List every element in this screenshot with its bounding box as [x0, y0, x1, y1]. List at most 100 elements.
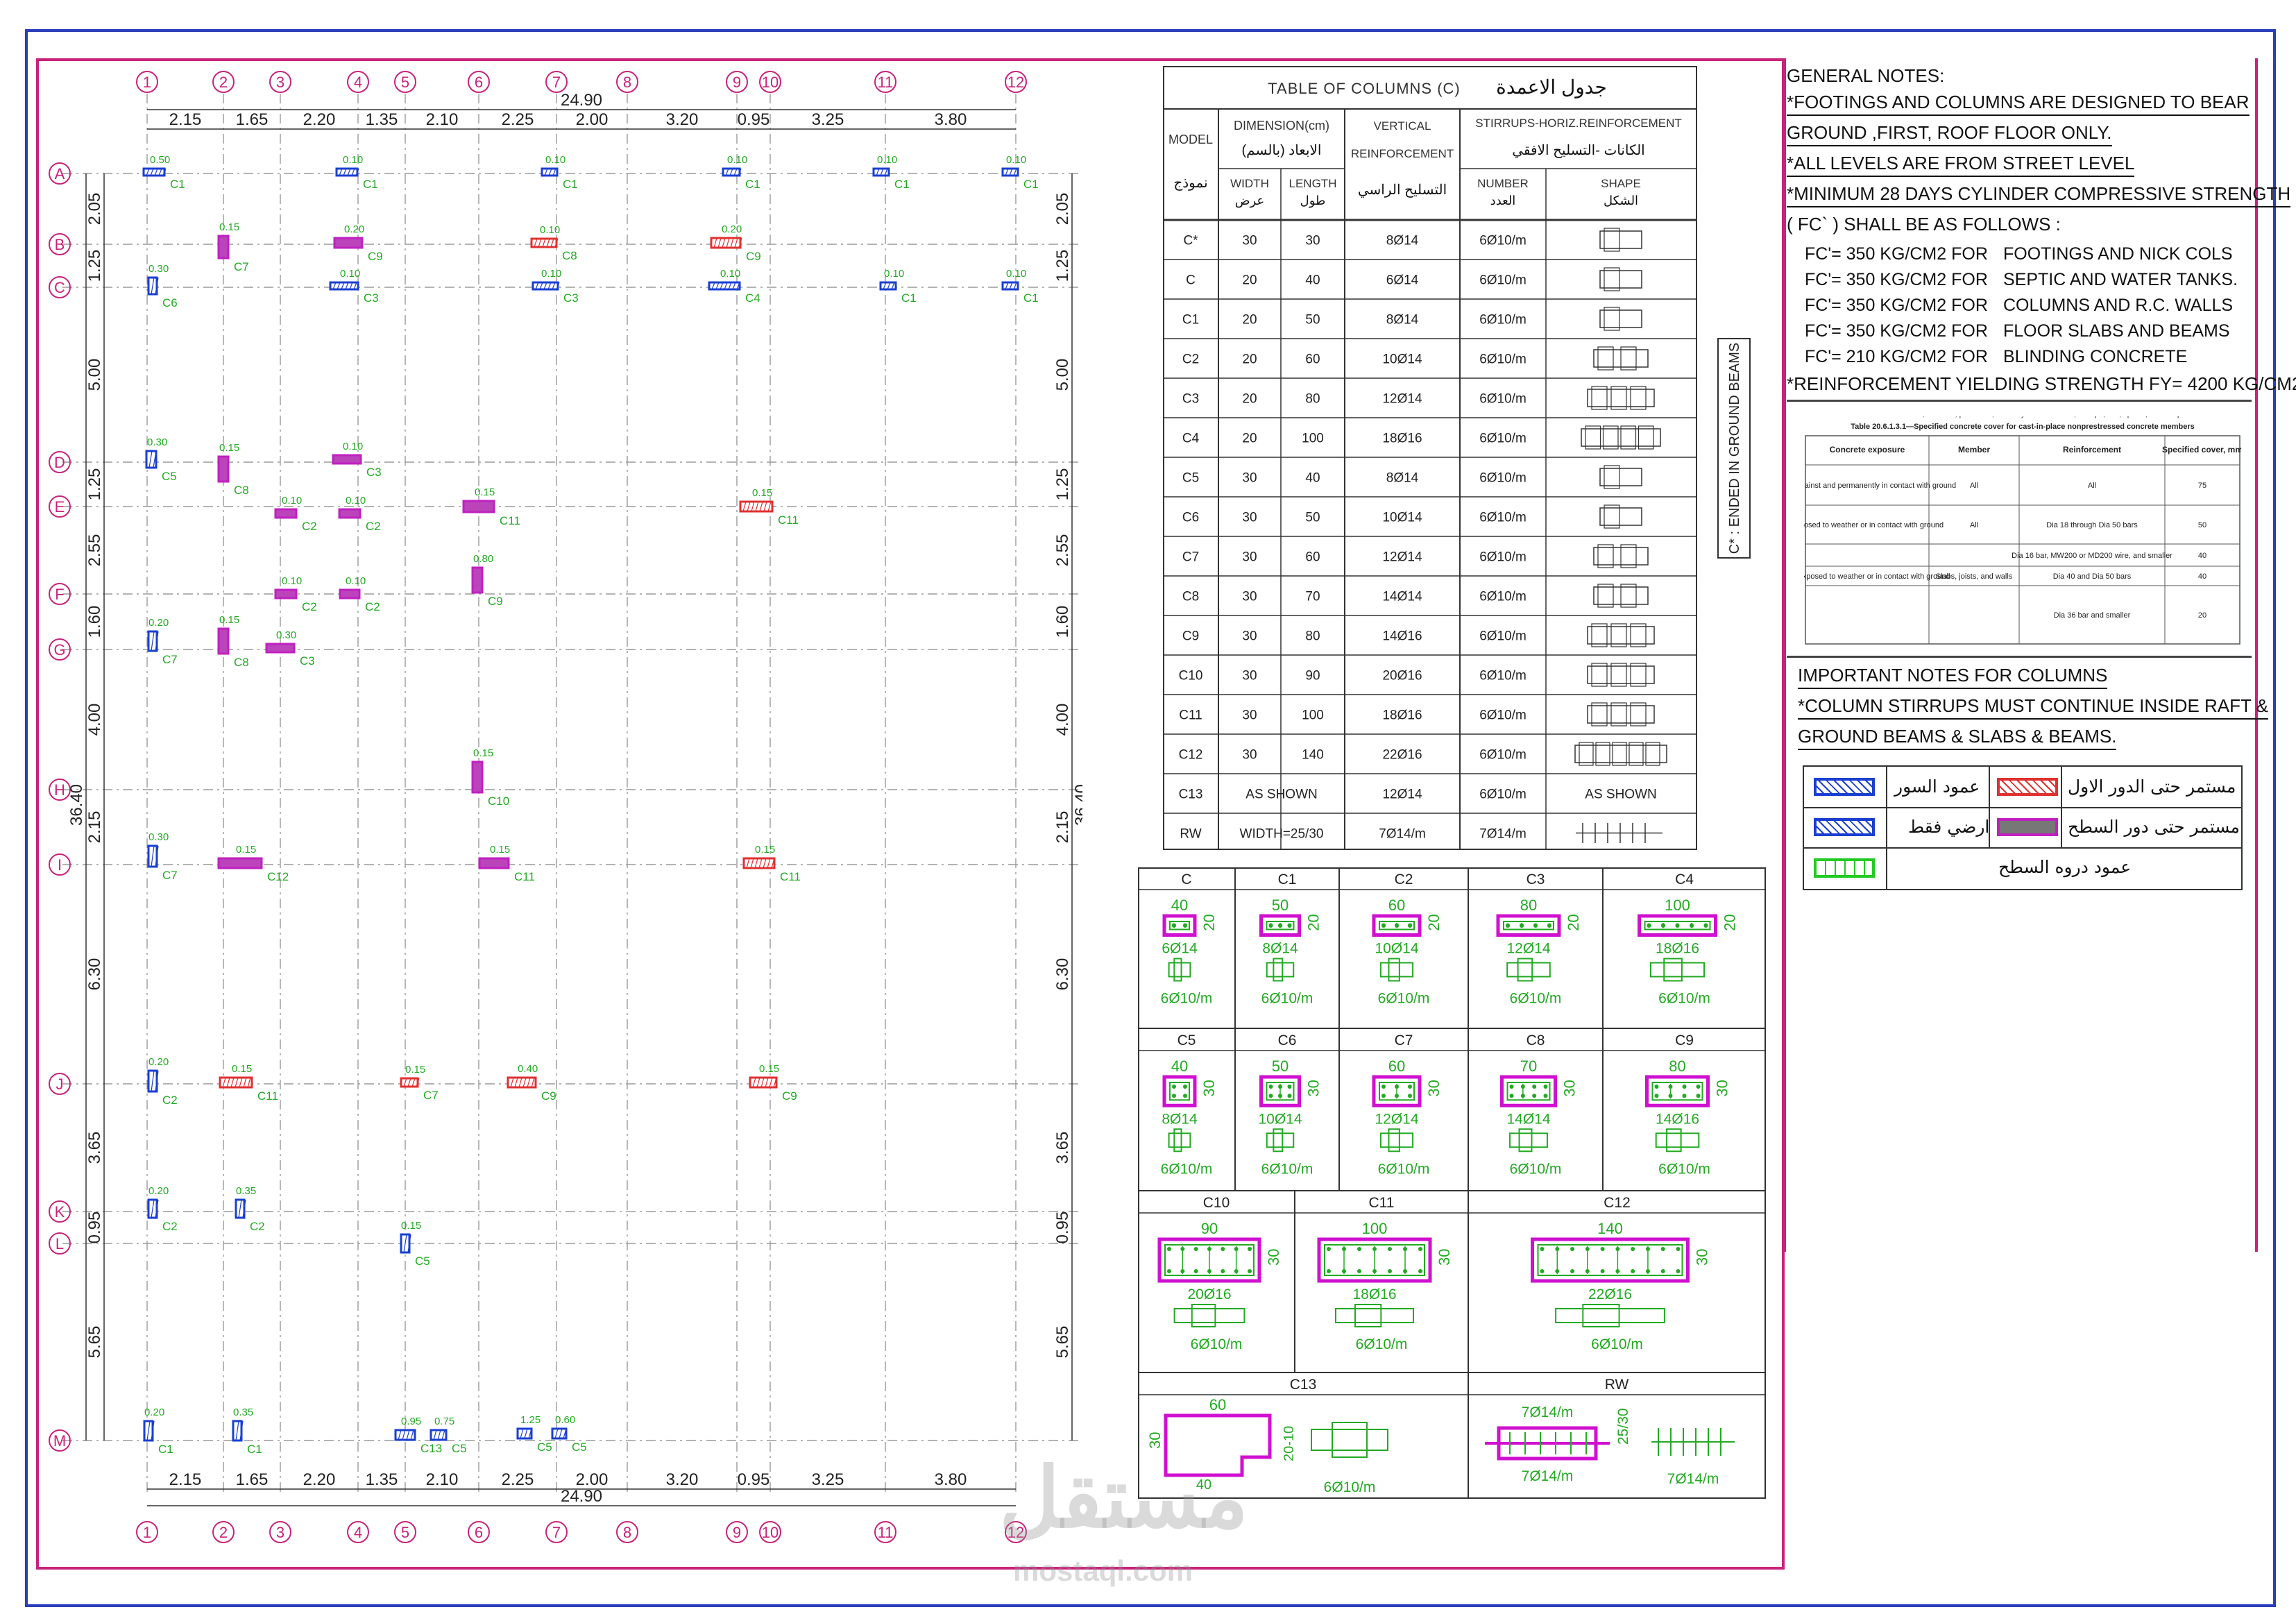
dim-label: 5.00: [85, 359, 104, 391]
column-label: C1: [170, 178, 185, 191]
side-note-text: C* : ENDED IN GROUND BEAMS: [1727, 343, 1742, 554]
grid-label: 8: [623, 74, 631, 91]
detail-length: 140: [1597, 1220, 1623, 1237]
column-offset: 0.40: [518, 1063, 538, 1075]
detail-section: [1317, 1237, 1432, 1283]
column-label: C8: [234, 656, 249, 669]
grid-label: I: [58, 856, 62, 874]
column-mark: C9 0.80: [471, 553, 503, 608]
column-label: C7: [162, 869, 178, 882]
cell-number: 7Ø14/m: [1479, 827, 1527, 842]
detail-bars: 10Ø14: [1375, 941, 1418, 957]
grid-bubble: [468, 1521, 490, 1543]
column-offset: 0.20: [148, 1056, 169, 1068]
note-line: GROUND ,FIRST, ROOF FLOOR ONLY.: [1787, 122, 2112, 146]
detail-section: [1500, 1075, 1557, 1107]
grid-bubble: [468, 71, 490, 93]
cell-length: 60: [1305, 550, 1320, 565]
header-cell: عرض: [1235, 194, 1264, 208]
cell-length: 40: [1305, 273, 1320, 288]
column-label: C1: [563, 178, 578, 191]
column-offset: 0.10: [282, 495, 302, 507]
dim-label: 2.00: [576, 110, 609, 129]
column-mark: C9 0.20: [710, 223, 761, 263]
cell-vert: 12Ø14: [1382, 788, 1422, 802]
detail-stirrups: 6Ø10/m: [1378, 1161, 1430, 1177]
cell-number: 6Ø10/m: [1479, 590, 1527, 604]
cell-width: 20: [1242, 273, 1257, 288]
detail-section: [1259, 1075, 1301, 1107]
dim-label: 0.95: [738, 1470, 770, 1489]
detail-length: 90: [1201, 1220, 1218, 1237]
grid-bubble: [347, 1521, 369, 1543]
grid-bubble: [49, 1200, 71, 1223]
cell-vert: 7Ø14/m: [1379, 827, 1426, 842]
detail-title: C10: [1203, 1195, 1230, 1211]
column-label: C2: [162, 1220, 178, 1233]
columns-schedule-table: TABLE OF COLUMNS (C) جدول الاعمدة MODEL نمو…: [1163, 66, 1697, 850]
cell-width: 20: [1242, 352, 1257, 367]
detail-bars: 18Ø16: [1656, 941, 1699, 957]
cell-vert: 12Ø14: [1382, 550, 1422, 565]
cell-vert: 6Ø14: [1386, 273, 1419, 288]
column-offset: 0.20: [148, 617, 169, 629]
grid-bubble: [49, 779, 71, 801]
header-cell: الشكل: [1604, 194, 1638, 207]
column-mark: C7 0.15: [217, 221, 249, 273]
dim-label: 2.15: [1053, 811, 1072, 844]
cell-width: 30: [1242, 511, 1257, 525]
detail-stirrups: 6Ø10/m: [1378, 991, 1430, 1007]
cell-width: 30: [1242, 629, 1257, 644]
fc-value: FC'= 210 KG/CM2 FOR: [1805, 347, 1988, 366]
header-cell: التسليح الراسي: [1358, 182, 1447, 198]
table-row: C11 30 100 18Ø16 6Ø10/m: [1179, 702, 1655, 726]
detail-length: 40: [1171, 1057, 1188, 1075]
shape-icon: [1599, 230, 1642, 249]
grid-label: C: [54, 279, 65, 296]
dim-label: 2.25: [502, 1470, 534, 1489]
column-mark: C10 0.15: [471, 747, 509, 808]
cover-cell: 40: [2198, 572, 2206, 581]
grid-bubble: [759, 1521, 781, 1543]
dim-label: 6.30: [1053, 958, 1072, 991]
cell-vert: 22Ø16: [1382, 748, 1422, 763]
cell-dim: WIDTH=25/30: [1240, 827, 1324, 842]
table-row: C13 AS SHOWN 12Ø14 6Ø10/m AS SHOWN: [1179, 788, 1657, 802]
dim-label: 3.65: [85, 1132, 104, 1164]
detail-width: 20: [1565, 914, 1582, 931]
detail-length: 100: [1665, 897, 1690, 914]
detail-bars: 22Ø16: [1588, 1286, 1632, 1302]
cell-model: C3: [1182, 392, 1199, 407]
grid-label: 6: [475, 74, 483, 91]
grid-bubble: [49, 233, 71, 255]
column-label: C7: [423, 1089, 439, 1102]
cell-model: RW: [1180, 827, 1201, 842]
column-details-grid: C40206Ø146Ø10/mC150208Ø146Ø10/mC2602010Ø…: [1138, 867, 1766, 1499]
dim-label: 2.20: [303, 1470, 336, 1489]
column-label: C7: [162, 653, 178, 666]
detail-section: [1162, 914, 1197, 937]
cell-vert: 18Ø16: [1382, 432, 1422, 446]
grid-bubble: [49, 162, 71, 185]
detail-width: 20: [1305, 914, 1323, 931]
cell-length: 80: [1305, 392, 1320, 407]
column-offset: 0.10: [340, 268, 360, 280]
grid-label: 12: [1007, 74, 1024, 91]
detail-title: C11: [1369, 1195, 1395, 1211]
column-mark: C5 1.25: [516, 1414, 552, 1454]
column-label: C5: [162, 470, 177, 483]
header-cell: الكانات -التسليح الافقي: [1512, 143, 1644, 158]
detail-stirrups: 6Ø10/m: [1658, 991, 1710, 1007]
column-label: C9: [746, 250, 761, 263]
cell-number: 6Ø10/m: [1479, 669, 1527, 683]
table-title-ar: جدول الاعمدة: [1496, 76, 1607, 99]
detail-stirrups: 7Ø14/m: [1667, 1471, 1719, 1487]
cell-length: 30: [1305, 234, 1320, 248]
cover-cell: 50: [2198, 521, 2206, 529]
cell-vert: 10Ø14: [1382, 352, 1422, 367]
column-offset: 0.35: [233, 1407, 253, 1418]
side-note: C* : ENDED IN GROUND BEAMS: [1717, 338, 1751, 559]
legend-swatch-blue-ground: [1814, 818, 1875, 836]
detail-stirrups: 6Ø10/m: [1161, 1161, 1213, 1177]
